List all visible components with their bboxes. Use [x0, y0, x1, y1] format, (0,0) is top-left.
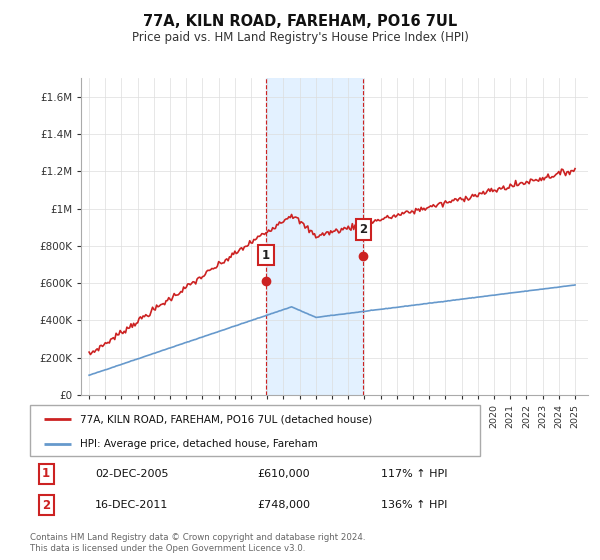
Text: 77A, KILN ROAD, FAREHAM, PO16 7UL: 77A, KILN ROAD, FAREHAM, PO16 7UL: [143, 14, 457, 29]
FancyBboxPatch shape: [30, 405, 480, 456]
Text: 2: 2: [359, 223, 367, 236]
Text: Contains HM Land Registry data © Crown copyright and database right 2024.
This d: Contains HM Land Registry data © Crown c…: [30, 533, 365, 553]
Text: 1: 1: [42, 468, 50, 480]
Text: 1: 1: [262, 249, 270, 262]
Text: 2: 2: [42, 498, 50, 512]
Text: £610,000: £610,000: [257, 469, 310, 479]
Text: 02-DEC-2005: 02-DEC-2005: [95, 469, 168, 479]
Text: Price paid vs. HM Land Registry's House Price Index (HPI): Price paid vs. HM Land Registry's House …: [131, 31, 469, 44]
Bar: [266, 78, 363, 395]
Text: 16-DEC-2011: 16-DEC-2011: [95, 500, 168, 510]
Text: £748,000: £748,000: [257, 500, 310, 510]
Text: 77A, KILN ROAD, FAREHAM, PO16 7UL (detached house): 77A, KILN ROAD, FAREHAM, PO16 7UL (detac…: [79, 414, 372, 424]
Text: 117% ↑ HPI: 117% ↑ HPI: [381, 469, 448, 479]
Text: HPI: Average price, detached house, Fareham: HPI: Average price, detached house, Fare…: [79, 438, 317, 449]
Text: 136% ↑ HPI: 136% ↑ HPI: [381, 500, 448, 510]
